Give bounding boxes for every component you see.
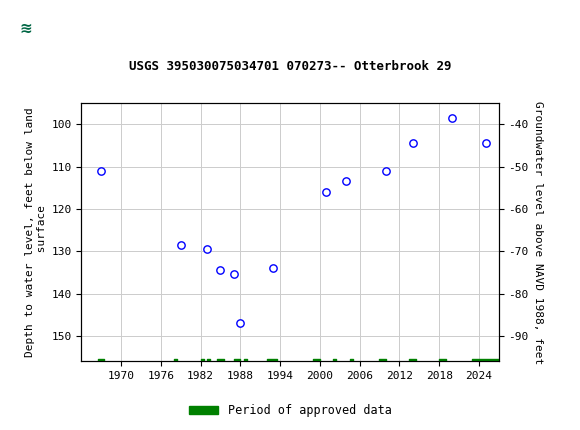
- Point: [229, 271, 238, 278]
- Text: USGS: USGS: [61, 19, 116, 37]
- Text: USGS 395030075034701 070273-- Otterbrook 29: USGS 395030075034701 070273-- Otterbrook…: [129, 60, 451, 73]
- Point: [448, 114, 457, 121]
- Point: [322, 189, 331, 196]
- Point: [342, 178, 351, 185]
- Point: [269, 265, 278, 272]
- Point: [96, 167, 106, 174]
- Point: [382, 167, 391, 174]
- Point: [176, 242, 185, 249]
- FancyBboxPatch shape: [3, 6, 49, 50]
- Legend: Period of approved data: Period of approved data: [184, 399, 396, 422]
- Point: [408, 140, 417, 147]
- Text: ≋: ≋: [20, 21, 32, 35]
- Y-axis label: Groundwater level above NAVD 1988, feet: Groundwater level above NAVD 1988, feet: [533, 101, 543, 364]
- Point: [216, 267, 225, 274]
- Point: [235, 319, 245, 326]
- Point: [202, 246, 212, 252]
- Point: [481, 140, 490, 147]
- Y-axis label: Depth to water level, feet below land
 surface: Depth to water level, feet below land su…: [26, 108, 47, 357]
